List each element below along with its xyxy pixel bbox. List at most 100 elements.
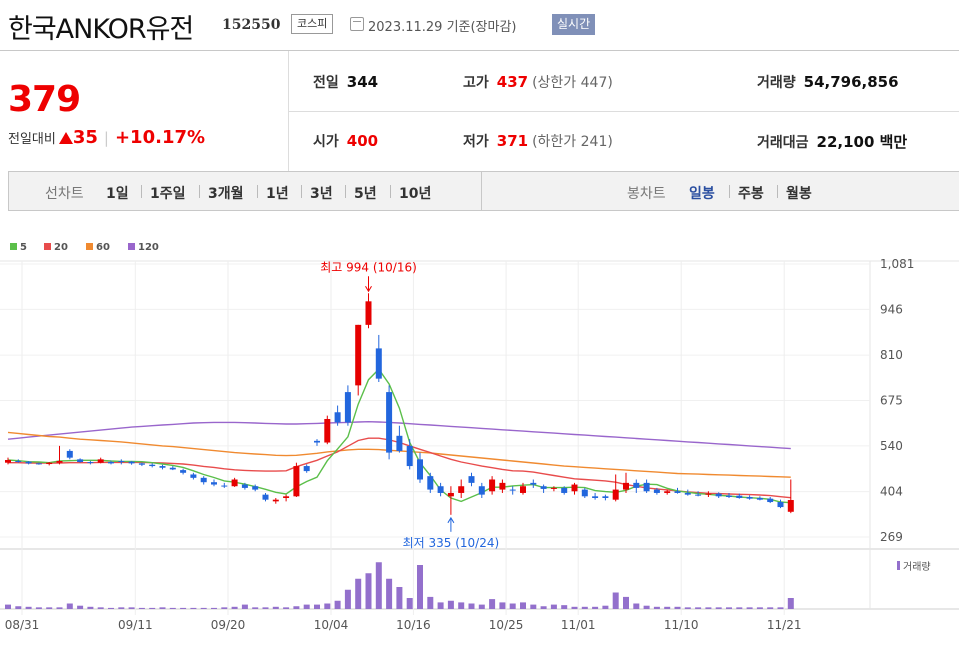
candle-body bbox=[190, 474, 197, 478]
x-tick-label: 11/21 bbox=[767, 618, 802, 632]
change-percent: +10.17% bbox=[114, 127, 206, 148]
candle-body bbox=[520, 486, 526, 493]
volume-bar bbox=[664, 606, 671, 609]
trade-amount: 거래대금 22,100 백만 bbox=[757, 133, 908, 151]
period-1d[interactable]: 1일 bbox=[106, 186, 129, 202]
candle-body bbox=[561, 487, 568, 493]
volume-bar bbox=[540, 606, 547, 609]
candle-body bbox=[128, 461, 135, 464]
candle-body bbox=[756, 498, 763, 500]
candle-body bbox=[437, 486, 444, 493]
open-price: 시가 400 bbox=[313, 132, 379, 150]
candle-body bbox=[643, 482, 650, 492]
period-3y[interactable]: 3년 bbox=[310, 186, 333, 202]
volume-legend-label: 거래량 bbox=[903, 561, 931, 573]
candle-body bbox=[767, 498, 774, 503]
candle-body bbox=[56, 461, 63, 463]
up-arrow-icon bbox=[58, 132, 73, 144]
volume-bar bbox=[756, 607, 763, 609]
candle-body bbox=[355, 324, 362, 386]
volume-bar bbox=[427, 596, 434, 609]
volume-bar bbox=[25, 606, 32, 609]
change-row: 전일대비 35 | +10.17% bbox=[8, 127, 206, 148]
volume-bar bbox=[633, 603, 640, 609]
volume-bar bbox=[283, 607, 290, 609]
volume-bar bbox=[334, 600, 341, 609]
candle-body bbox=[530, 482, 537, 485]
volume-bar bbox=[623, 596, 629, 609]
candle-body bbox=[777, 502, 784, 508]
volume-bar bbox=[118, 607, 125, 609]
candle-body bbox=[406, 445, 413, 467]
candle-body bbox=[705, 493, 712, 495]
candle-body bbox=[77, 459, 84, 463]
volume-bar bbox=[97, 607, 104, 609]
candle-body bbox=[489, 479, 496, 492]
candle-body bbox=[272, 499, 279, 502]
candle-body bbox=[581, 489, 588, 497]
candle-body bbox=[283, 496, 290, 498]
volume-bar bbox=[108, 607, 114, 609]
volume-bar bbox=[77, 605, 84, 609]
volume-bar bbox=[180, 607, 187, 609]
stock-header: 한국ANKOR유전 152550 코스피 2023.11.29 기준(장마감) … bbox=[0, 0, 959, 50]
high-price: 고가 437 (상한가 447) bbox=[463, 73, 613, 91]
period-1y[interactable]: 1년 bbox=[266, 186, 289, 202]
volume: 거래량 54,796,856 bbox=[757, 73, 899, 91]
base-date: 2023.11.29 기준(장마감) bbox=[368, 20, 517, 35]
candle-body bbox=[664, 491, 671, 493]
change-label: 전일대비 bbox=[8, 132, 56, 147]
volume-bar bbox=[561, 605, 568, 609]
low-annotation: 최저 335 (10/24) bbox=[403, 536, 500, 550]
volume-bar bbox=[643, 605, 650, 609]
period-3m[interactable]: 3개월 bbox=[208, 186, 244, 202]
period-10y[interactable]: 10년 bbox=[399, 186, 432, 202]
volume-bar bbox=[437, 602, 444, 609]
volume-bar bbox=[303, 604, 310, 609]
legend-swatch bbox=[44, 243, 51, 250]
candle-body bbox=[221, 485, 228, 487]
y-tick-label: 404 bbox=[880, 485, 903, 499]
ma-line-ma120 bbox=[7, 420, 791, 450]
volume-bar bbox=[324, 603, 331, 609]
x-tick-label: 09/20 bbox=[211, 618, 246, 632]
candle-body bbox=[46, 462, 53, 465]
volume-bar bbox=[355, 578, 362, 609]
volume-bar bbox=[386, 578, 393, 609]
volume-bar bbox=[221, 607, 228, 609]
candle-body bbox=[108, 462, 114, 464]
volume-bar bbox=[344, 589, 351, 609]
price-summary: 379 전일대비 35 | +10.17% 전일 344 고가 437 (상한가 447) … bbox=[0, 50, 959, 172]
candle-body bbox=[15, 461, 22, 463]
volume-bar bbox=[159, 607, 166, 609]
candle-weekly[interactable]: 주봉 bbox=[738, 186, 764, 202]
volume-bar bbox=[241, 604, 248, 609]
candle-body bbox=[303, 466, 310, 472]
x-tick-label: 11/01 bbox=[561, 618, 596, 632]
x-tick-label: 11/10 bbox=[664, 618, 699, 632]
volume-bar bbox=[231, 606, 238, 609]
volume-bar bbox=[200, 607, 207, 609]
legend-swatch bbox=[86, 243, 93, 250]
candle-body bbox=[66, 450, 73, 458]
period-1w[interactable]: 1주일 bbox=[150, 186, 186, 202]
candle-body bbox=[674, 491, 681, 493]
volume-bar bbox=[520, 602, 526, 609]
stock-code: 152550 bbox=[222, 17, 281, 33]
period-5y[interactable]: 5년 bbox=[354, 186, 377, 202]
volume-bar bbox=[767, 607, 774, 609]
y-tick-label: 946 bbox=[880, 302, 903, 316]
volume-bar bbox=[211, 607, 217, 609]
volume-bar bbox=[262, 607, 269, 609]
volume-bar bbox=[787, 598, 794, 609]
prev-close: 전일 344 bbox=[313, 73, 379, 91]
realtime-button[interactable]: 실시간 bbox=[552, 14, 596, 35]
candle-body bbox=[468, 476, 475, 483]
candle-body bbox=[509, 489, 516, 491]
candle-body bbox=[787, 500, 794, 512]
candle-body bbox=[602, 496, 609, 498]
candle-daily[interactable]: 일봉 bbox=[689, 186, 715, 202]
candle-monthly[interactable]: 월봉 bbox=[786, 186, 812, 202]
volume-bar bbox=[35, 607, 42, 609]
volume-bar bbox=[602, 605, 609, 609]
